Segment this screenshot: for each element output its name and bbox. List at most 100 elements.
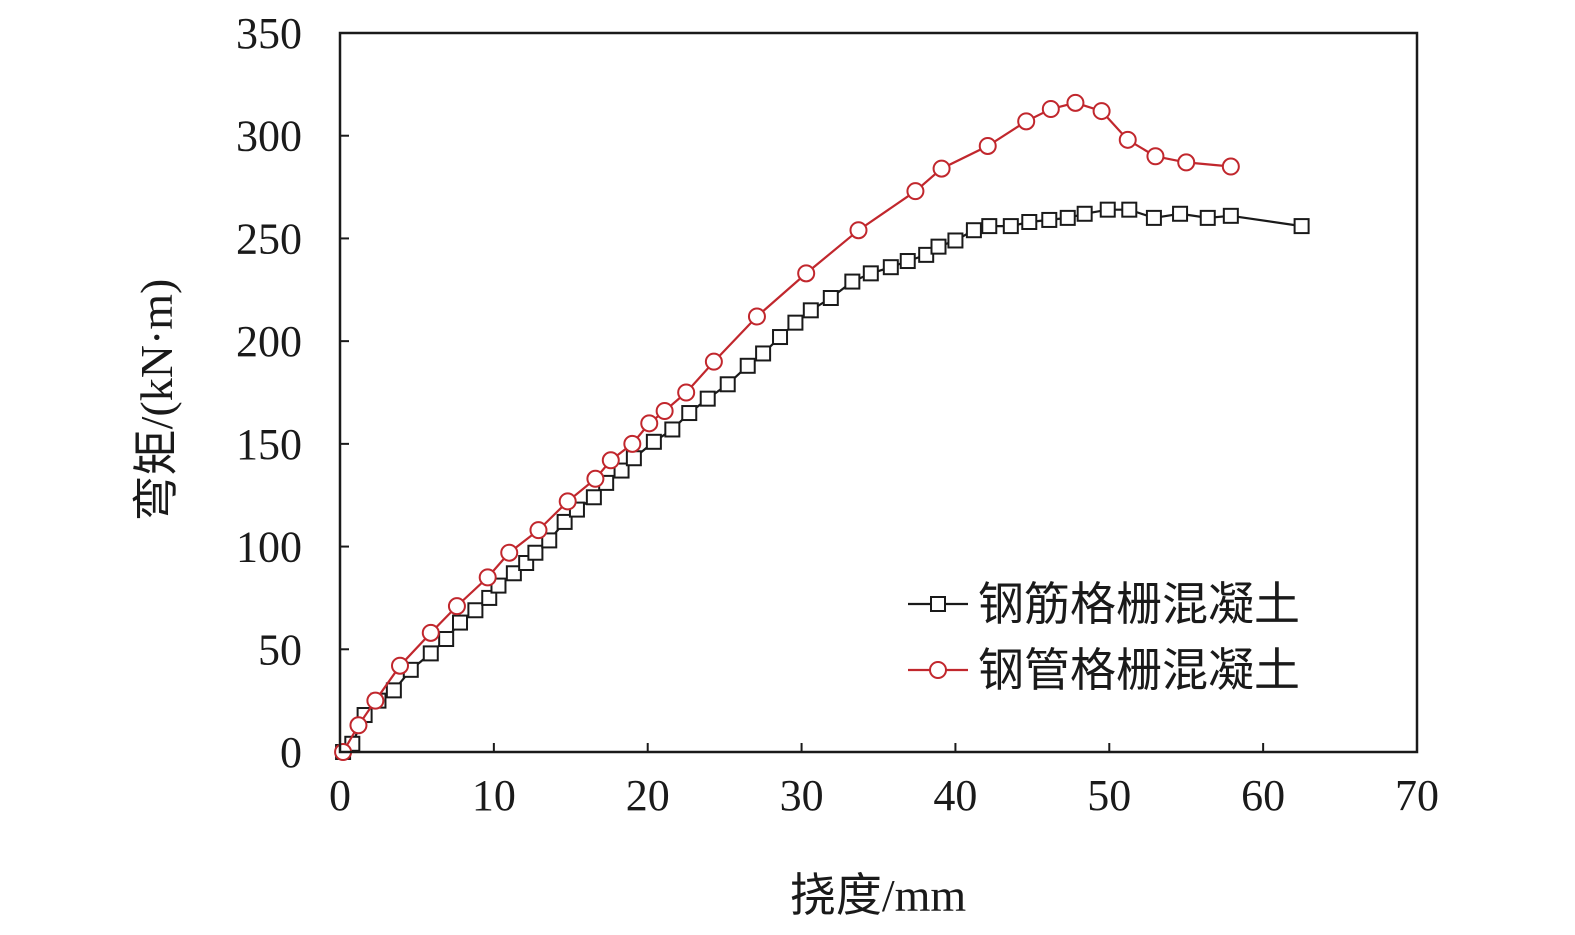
data-point — [755, 345, 772, 362]
data-point — [1177, 153, 1196, 172]
x-tick-label: 40 — [933, 771, 977, 820]
data-point — [1221, 157, 1240, 176]
data-point — [438, 631, 455, 648]
data-point — [452, 614, 469, 631]
data-point — [899, 253, 916, 270]
data-point — [556, 513, 573, 530]
x-tick-label: 30 — [780, 771, 824, 820]
data-point — [906, 182, 925, 201]
y-tick-label: 350 — [236, 9, 302, 58]
legend-marker — [930, 596, 946, 612]
x-tick-label: 60 — [1241, 771, 1285, 820]
legend-item-1: 钢筋格栅混凝土 — [908, 579, 1300, 630]
data-point — [585, 489, 602, 506]
data-point — [930, 238, 947, 255]
data-point — [481, 589, 498, 606]
data-point — [613, 462, 630, 479]
series-2 — [334, 93, 1240, 761]
data-point — [391, 656, 410, 675]
x-tick-label: 20 — [626, 771, 670, 820]
data-point — [772, 329, 789, 346]
data-point — [1021, 213, 1038, 230]
data-point — [844, 273, 861, 290]
data-point — [1017, 112, 1036, 131]
data-point — [586, 469, 605, 488]
data-point — [739, 357, 756, 374]
data-point — [981, 218, 998, 235]
data-point — [500, 543, 519, 562]
data-point — [1092, 102, 1111, 121]
data-point — [529, 521, 548, 540]
data-point — [601, 451, 620, 470]
data-point — [1099, 201, 1116, 218]
data-point — [1118, 130, 1137, 149]
data-point — [349, 716, 368, 735]
y-tick-label: 150 — [236, 420, 302, 469]
plot-frame — [338, 31, 1419, 754]
data-point — [704, 352, 723, 371]
data-point — [1041, 211, 1058, 228]
legend-label: 钢筋格栅混凝土 — [978, 579, 1300, 630]
data-point — [1146, 147, 1165, 166]
data-point — [447, 597, 466, 616]
y-tick-label: 50 — [258, 625, 302, 674]
data-point — [1145, 209, 1162, 226]
data-point — [918, 246, 935, 263]
data-point — [932, 159, 951, 178]
data-point — [747, 307, 766, 326]
data-point — [655, 401, 674, 420]
data-point — [1121, 201, 1138, 218]
data-point — [849, 221, 868, 240]
data-point — [978, 136, 997, 155]
data-point — [623, 434, 642, 453]
data-point — [421, 623, 440, 642]
data-point — [1222, 207, 1239, 224]
x-tick-label: 70 — [1395, 771, 1439, 820]
x-axis: 0 10 20 30 40 50 60 70 — [329, 743, 1439, 820]
data-point — [505, 565, 522, 582]
data-point — [1041, 100, 1060, 119]
y-tick-label: 0 — [280, 728, 302, 777]
x-tick-label: 10 — [472, 771, 516, 820]
data-point — [719, 376, 736, 393]
data-point — [882, 259, 899, 276]
data-point — [787, 314, 804, 331]
data-point — [385, 682, 402, 699]
data-point — [965, 222, 982, 239]
data-point — [1066, 93, 1085, 112]
data-point — [677, 383, 696, 402]
data-point — [1002, 218, 1019, 235]
y-tick-label: 100 — [236, 523, 302, 572]
data-point — [664, 421, 681, 438]
data-point — [1199, 209, 1216, 226]
data-point — [558, 492, 577, 511]
data-point — [699, 390, 716, 407]
y-axis-title: 弯矩/(kN·m) — [131, 279, 182, 522]
data-point — [422, 645, 439, 662]
data-point — [1293, 218, 1310, 235]
data-point — [1076, 205, 1093, 222]
data-point — [645, 433, 662, 450]
data-point — [947, 232, 964, 249]
data-point — [625, 450, 642, 467]
x-tick-label: 0 — [329, 771, 351, 820]
data-point — [862, 265, 879, 282]
data-point — [1059, 209, 1076, 226]
data-point — [1172, 205, 1189, 222]
legend-item-2: 钢管格栅混凝土 — [908, 645, 1300, 696]
y-tick-label: 300 — [236, 112, 302, 161]
y-tick-label: 250 — [236, 214, 302, 263]
data-point — [467, 602, 484, 619]
data-point — [797, 264, 816, 283]
y-axis: 0 50 100 150 200 250 300 350 — [236, 9, 349, 777]
x-axis-title: 挠度/mm — [790, 870, 967, 921]
data-point — [541, 532, 558, 549]
x-tick-label: 50 — [1087, 771, 1131, 820]
data-point — [822, 290, 839, 307]
data-point — [527, 544, 544, 561]
data-point — [478, 568, 497, 587]
data-point — [681, 405, 698, 422]
data-point — [640, 414, 659, 433]
y-axis-title-group: 弯矩/(kN·m) — [131, 279, 182, 522]
